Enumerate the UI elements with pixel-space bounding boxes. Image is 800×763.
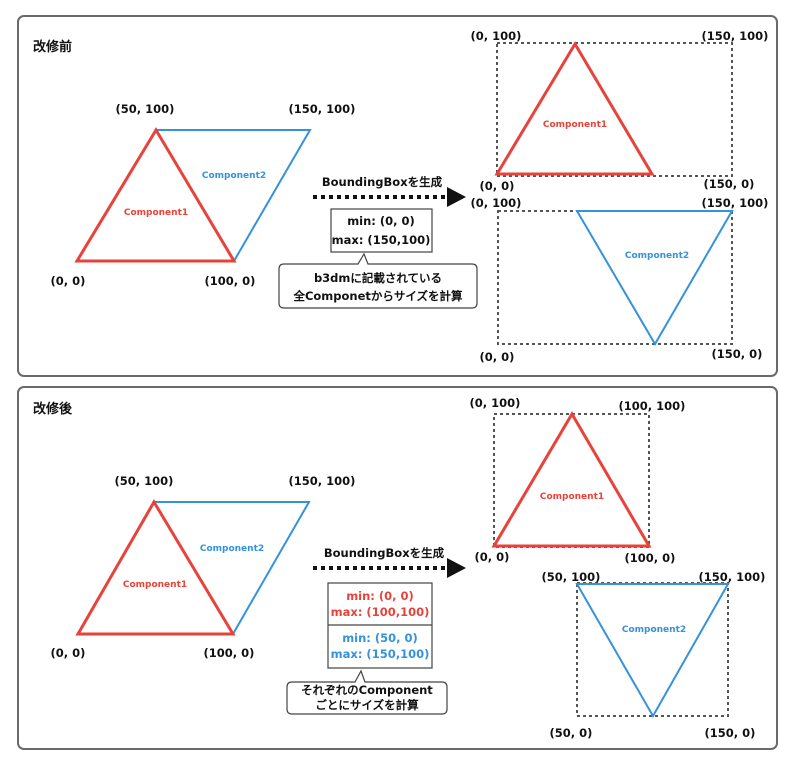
after-bbox2-min: min: (50, 0) <box>342 631 418 645</box>
after-result2-bottom-left: (50, 0) <box>550 726 593 740</box>
before-result2-triangle <box>575 210 734 346</box>
panel-before-title: 改修前 <box>33 39 72 55</box>
before-result2-bottom-left: (0, 0) <box>480 350 515 364</box>
before-result1-label: Component1 <box>543 120 607 130</box>
before-note-callout <box>278 252 478 309</box>
before-component1-triangle <box>74 127 237 263</box>
after-result1-top-right: (100, 100) <box>619 399 686 413</box>
after-label-bottom-mid: (100, 0) <box>204 646 255 660</box>
after-note-line2: ごとにサイズを計算 <box>315 698 419 712</box>
before-result1-top-left: (0, 100) <box>471 29 522 43</box>
before-component1-label: Component1 <box>124 208 188 218</box>
after-bbox2-max: max: (150,100) <box>331 647 430 661</box>
before-component2-label: Component2 <box>202 171 266 181</box>
after-arrow-label: BoundingBoxを生成 <box>324 546 445 560</box>
after-result2-label: Component2 <box>622 625 686 635</box>
before-result1-bottom-right: (150, 0) <box>704 177 755 191</box>
before-result1-bottom-left: (0, 0) <box>480 179 515 193</box>
after-label-top-right: (150, 100) <box>289 474 356 488</box>
before-bbox-box <box>330 208 433 253</box>
before-bbox-max: max: (150,100) <box>332 233 431 247</box>
before-arrow-head <box>447 187 466 207</box>
before-result1-bounding-box <box>496 42 733 177</box>
before-result2-label: Component2 <box>625 251 689 261</box>
before-note-line1: b3dmに記載されている <box>314 271 442 285</box>
before-result1-triangle <box>494 41 655 176</box>
after-note-callout <box>286 669 448 715</box>
panel-after-frame <box>17 386 778 750</box>
panel-after-title: 改修後 <box>33 401 73 417</box>
after-result2-top-right: (150, 100) <box>699 570 766 584</box>
after-bbox1-max: max: (100,100) <box>331 605 430 619</box>
before-result1-top-right: (150, 100) <box>702 29 769 43</box>
before-result2-top-left: (0, 100) <box>471 196 522 210</box>
after-component1-triangle <box>75 499 236 636</box>
after-result1-top-left: (0, 100) <box>470 396 521 410</box>
before-label-top-right: (150, 100) <box>289 102 356 116</box>
before-note-line2: 全Componetからサイズを計算 <box>292 289 463 303</box>
panel-before: 改修前 Component1 Component2 (50, 100) (150… <box>17 15 778 377</box>
after-result2-bounding-box <box>576 582 729 717</box>
after-result2-triangle <box>575 583 730 719</box>
after-result1-label: Component1 <box>540 492 604 502</box>
after-label-top-left: (50, 100) <box>115 474 174 488</box>
before-bbox-min: min: (0, 0) <box>347 214 415 228</box>
before-result2-bottom-right: (150, 0) <box>712 347 763 361</box>
after-result1-bottom-right: (100, 0) <box>625 551 676 565</box>
after-component1-label: Component1 <box>123 580 187 590</box>
after-arrow-head <box>447 558 466 578</box>
after-bbox1-min: min: (0, 0) <box>346 589 414 603</box>
before-label-top-left: (50, 100) <box>116 102 175 116</box>
before-result2-top-right: (150, 100) <box>702 196 769 210</box>
before-label-bottom-mid: (100, 0) <box>205 274 256 288</box>
after-note-line1: それぞれのComponent <box>301 683 433 697</box>
after-component2-label: Component2 <box>200 544 264 554</box>
before-arrow-label: BoundingBoxを生成 <box>322 175 443 189</box>
before-label-bottom-left: (0, 0) <box>51 274 86 288</box>
panel-before-frame <box>17 15 778 377</box>
panel-after: 改修後 Component1 Component2 (50, 100) (150… <box>17 386 778 750</box>
after-label-bottom-left: (0, 0) <box>51 646 86 660</box>
after-result2-bottom-right: (150, 0) <box>705 726 756 740</box>
after-result1-triangle <box>491 411 652 548</box>
after-result2-top-left: (50, 100) <box>542 570 601 584</box>
after-result1-bottom-left: (0, 0) <box>475 550 510 564</box>
